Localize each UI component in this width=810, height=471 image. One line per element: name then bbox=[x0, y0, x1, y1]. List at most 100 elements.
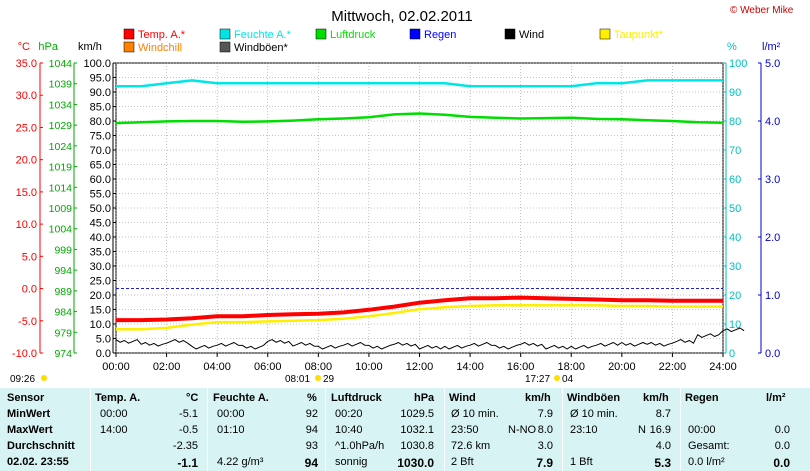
legend-swatch bbox=[219, 28, 231, 40]
wind-tick-label: 50.0 bbox=[90, 203, 111, 215]
cell-gust-v: 4.0 bbox=[655, 440, 671, 452]
pressure-tick-label: 974 bbox=[54, 348, 72, 360]
cell-hum-v: 92 bbox=[305, 408, 318, 420]
x-tick-label: 18:00 bbox=[557, 361, 585, 373]
cell-label: MaxWert bbox=[7, 424, 53, 436]
cell-temp-v: -1.1 bbox=[177, 456, 198, 470]
humidity-tick-label: 60 bbox=[729, 174, 741, 186]
legend-label: Windchill bbox=[138, 42, 182, 54]
table-header-row: Sensor Temp. A. °C Feuchte A. % Luftdruc… bbox=[0, 391, 810, 407]
pressure-tick-label: 979 bbox=[54, 327, 72, 339]
humidity-tick-label: 100 bbox=[729, 58, 747, 70]
wind-tick-label: 85.0 bbox=[90, 102, 111, 114]
legend-label: Taupunkt* bbox=[614, 29, 664, 41]
x-tick-label: 20:00 bbox=[608, 361, 636, 373]
series-group bbox=[115, 79, 745, 350]
wind-tick-label: 15.0 bbox=[90, 305, 111, 317]
rain-tick-label: 0.0 bbox=[765, 348, 780, 360]
temp-tick-label: 30.0 bbox=[16, 90, 37, 102]
event2-time: 17:27 bbox=[525, 374, 550, 385]
cell-hum-t: 00:00 bbox=[217, 408, 245, 420]
temp-tick-label: 0.0 bbox=[22, 284, 37, 296]
axes: 35.0 30.0 25.0 20.0 15.0 10.0 5.0 0.0 -5.0 -10.0 1… bbox=[12, 58, 780, 360]
cell-temp-v: -2.35 bbox=[172, 440, 198, 452]
legend-swatch bbox=[409, 28, 421, 40]
humidity-tick-label: 0 bbox=[729, 348, 735, 360]
table-row: MaxWert 14:00 -0.5 01:10 94 10:40 1032.1 23:50 N… bbox=[0, 423, 810, 439]
wind-tick-label: 30.0 bbox=[90, 261, 111, 273]
cell-gust-v: 5.3 bbox=[654, 456, 671, 470]
wind-tick-label: 45.0 bbox=[90, 218, 111, 230]
legend-label: Temp. A.* bbox=[138, 29, 186, 41]
header-gust: Windböen bbox=[567, 392, 621, 404]
legend-swatch bbox=[315, 28, 327, 40]
table-row: Durchschnitt -2.35 93 ^1.0hPa/h 1030.8 72.6 k… bbox=[0, 439, 810, 455]
wind-tick-label: 100.0 bbox=[83, 58, 111, 70]
header-temp-unit: °C bbox=[186, 392, 199, 404]
humidity-tick-label: 70 bbox=[729, 145, 741, 157]
x-tick-label: 24:00 bbox=[709, 361, 737, 373]
wind-tick-label: 65.0 bbox=[90, 160, 111, 172]
temp-tick-label: -10.0 bbox=[12, 348, 37, 360]
cell-press-t: sonnig bbox=[335, 456, 368, 468]
chart-title: Mittwoch, 02.02.2011 bbox=[331, 8, 472, 25]
legend-swatch bbox=[123, 41, 135, 53]
rain-tick-label: 5.0 bbox=[765, 58, 780, 70]
x-tick-label: 14:00 bbox=[456, 361, 484, 373]
pressure-tick-label: 1004 bbox=[49, 224, 73, 236]
header-temp: Temp. A. bbox=[95, 392, 141, 404]
cell-gust-t: 23:10 bbox=[570, 424, 598, 436]
humidity-tick-label: 90 bbox=[729, 87, 741, 99]
wind-tick-label: 10.0 bbox=[90, 319, 111, 331]
cell-hum-t: 4.22 g/m³ bbox=[217, 456, 264, 468]
cell-press-v: 1030.8 bbox=[400, 440, 434, 452]
cell-wind-t: Ø 10 min. bbox=[451, 408, 499, 420]
humidity-axis-unit: % bbox=[727, 41, 737, 53]
humidity-tick-label: 10 bbox=[729, 319, 741, 331]
wind-tick-label: 0.0 bbox=[96, 348, 111, 360]
x-tick-label: 04:00 bbox=[203, 361, 231, 373]
rain-tick-label: 1.0 bbox=[765, 290, 780, 302]
event1-marker bbox=[315, 375, 321, 381]
pressure-tick-label: 1019 bbox=[49, 162, 73, 174]
x-tick-label: 22:00 bbox=[659, 361, 687, 373]
cell-hum-t: 01:10 bbox=[217, 424, 245, 436]
header-pressure-unit: hPa bbox=[414, 392, 435, 404]
rain-tick-label: 2.0 bbox=[765, 232, 780, 244]
humidity-tick-label: 80 bbox=[729, 116, 741, 128]
x-tick-label: 06:00 bbox=[254, 361, 282, 373]
cell-wind-t: 2 Bft bbox=[451, 456, 474, 468]
cell-rain-v: 0.0 bbox=[774, 424, 790, 436]
cell-gust-t: 1 Bft bbox=[570, 456, 593, 468]
pressure-tick-label: 1044 bbox=[49, 58, 73, 70]
cell-wind-v: 7.9 bbox=[537, 408, 553, 420]
cell-temp-v: -5.1 bbox=[179, 408, 198, 420]
temp-tick-label: 10.0 bbox=[16, 219, 37, 231]
legend-swatch bbox=[219, 41, 231, 53]
cell-temp-t: 14:00 bbox=[100, 424, 128, 436]
header-wind-unit: km/h bbox=[525, 392, 551, 404]
legend-label: Luftdruck bbox=[330, 29, 376, 41]
cell-label: Durchschnitt bbox=[7, 440, 75, 452]
wind-tick-label: 75.0 bbox=[90, 131, 111, 143]
humidity-tick-label: 30 bbox=[729, 261, 741, 273]
event2-marker bbox=[554, 375, 560, 381]
sunrise-time: 09:26 bbox=[10, 374, 35, 385]
table-row: 02.02. 23:55 -1.1 4.22 g/m³ 94 sonnig 1030.0 2… bbox=[0, 455, 810, 471]
legend-swatch bbox=[504, 28, 516, 40]
temp-tick-label: 35.0 bbox=[16, 58, 37, 70]
humidity-tick-label: 50 bbox=[729, 203, 741, 215]
pressure-tick-label: 999 bbox=[54, 244, 72, 256]
stats-table: Sensor Temp. A. °C Feuchte A. % Luftdruc… bbox=[0, 388, 810, 471]
legend-label: Regen bbox=[424, 29, 456, 41]
pressure-tick-label: 1029 bbox=[49, 120, 73, 132]
copyright-label: © Weber Mike bbox=[730, 5, 794, 16]
wind-tick-label: 90.0 bbox=[90, 87, 111, 99]
rain-tick-label: 3.0 bbox=[765, 174, 780, 186]
cell-press-t: 00:20 bbox=[335, 408, 363, 420]
series-line-wind bbox=[115, 327, 745, 350]
cell-press-t: 10:40 bbox=[335, 424, 363, 436]
legend-swatch bbox=[599, 28, 611, 40]
wind-tick-label: 70.0 bbox=[90, 145, 111, 157]
cell-wind-m: N-NO bbox=[508, 424, 537, 436]
